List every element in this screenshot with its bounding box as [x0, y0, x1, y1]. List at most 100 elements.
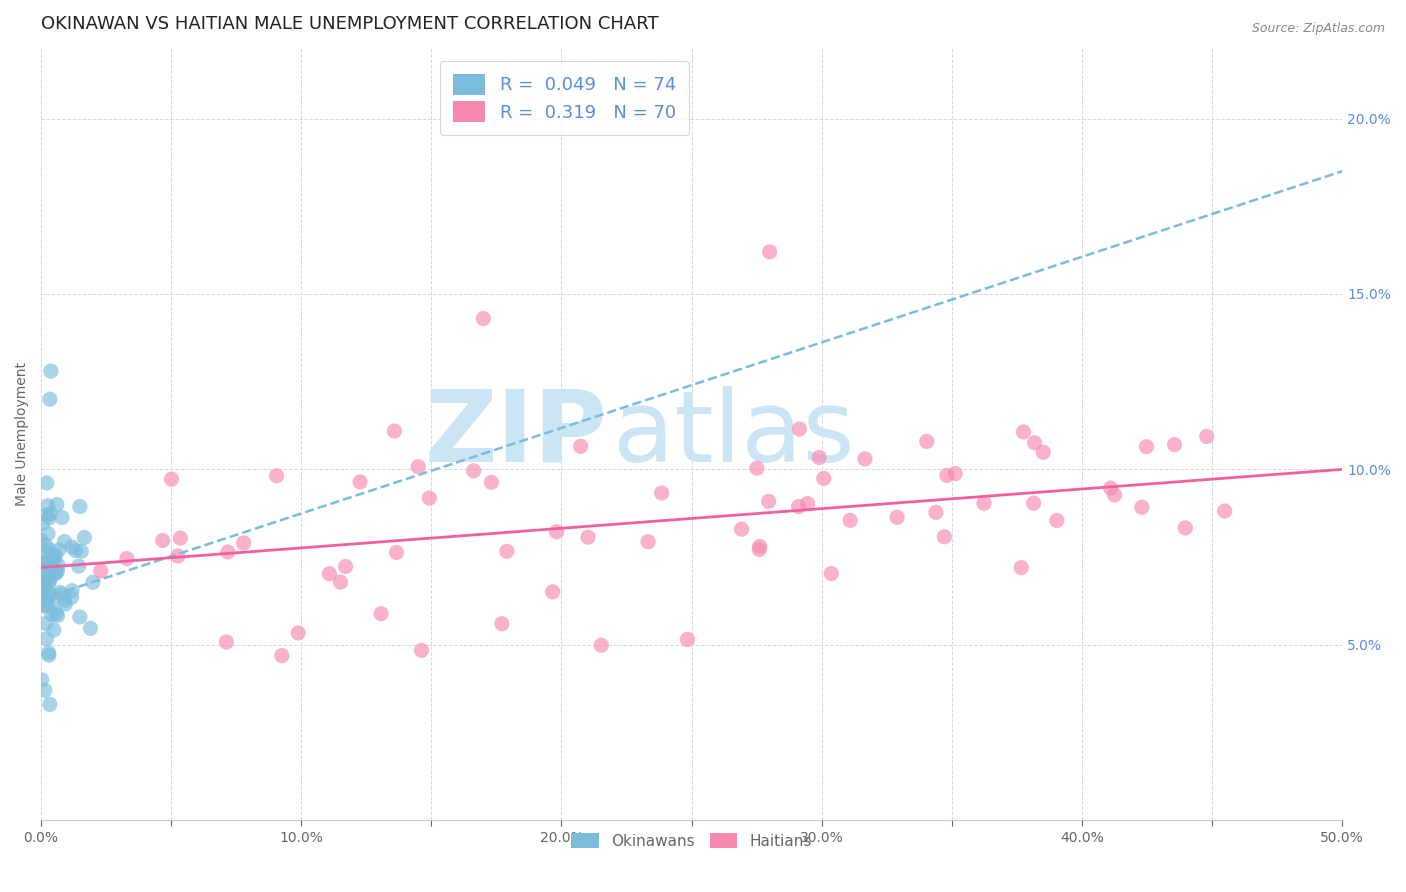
Point [34, 557, 56, 571]
Point [287, 626, 309, 640]
Point [65, 543, 87, 558]
Point [38, 646, 60, 660]
Point [808, 450, 831, 465]
Point [38, 698, 60, 712]
Point [1022, 496, 1045, 510]
Point [45, 566, 67, 580]
Point [38, 574, 60, 589]
Point [591, 638, 613, 652]
Point [495, 544, 517, 558]
Point [758, 494, 780, 508]
Point [32, 579, 55, 593]
Point [1213, 504, 1236, 518]
Point [406, 459, 429, 474]
Point [1195, 429, 1218, 443]
Point [39, 563, 62, 577]
Point [758, 244, 780, 259]
Point [38, 392, 60, 407]
Point [46, 565, 69, 579]
Point [44, 548, 66, 562]
Point [69, 500, 91, 514]
Text: ZIP: ZIP [425, 385, 607, 483]
Point [32, 583, 55, 598]
Text: OKINAWAN VS HAITIAN MALE UNEMPLOYMENT CORRELATION CHART: OKINAWAN VS HAITIAN MALE UNEMPLOYMENT CO… [41, 15, 658, 33]
Point [166, 549, 188, 563]
Point [90, 564, 112, 578]
Point [1135, 440, 1157, 454]
Point [53, 597, 76, 611]
Point [1163, 437, 1185, 451]
Point [35, 508, 58, 522]
Text: Source: ZipAtlas.com: Source: ZipAtlas.com [1251, 22, 1385, 36]
Point [34, 555, 56, 569]
Point [370, 607, 392, 621]
Point [934, 530, 956, 544]
Point [42, 553, 65, 567]
Point [67, 559, 90, 574]
Legend: Okinawans, Haitians: Okinawans, Haitians [565, 827, 818, 855]
Point [1104, 488, 1126, 502]
Point [886, 510, 908, 524]
Point [217, 545, 239, 559]
Point [60, 583, 83, 598]
Point [169, 531, 191, 545]
Point [270, 648, 292, 663]
Point [925, 505, 948, 519]
Point [215, 635, 238, 649]
Point [44, 550, 66, 565]
Point [411, 643, 433, 657]
Point [349, 475, 371, 489]
Point [82, 575, 104, 590]
Point [569, 439, 592, 453]
Point [789, 422, 811, 436]
Point [676, 632, 699, 647]
Point [53, 534, 76, 549]
Point [637, 534, 659, 549]
Point [813, 471, 835, 485]
Point [1099, 481, 1122, 495]
Point [115, 551, 138, 566]
Point [787, 500, 810, 514]
Point [60, 591, 83, 605]
Point [839, 513, 862, 527]
Point [748, 542, 770, 557]
Point [31, 562, 53, 576]
Point [37, 499, 59, 513]
Point [385, 545, 408, 559]
Point [73, 531, 96, 545]
Point [49, 585, 72, 599]
Point [70, 544, 93, 558]
Point [853, 451, 876, 466]
Point [45, 607, 67, 621]
Point [38, 586, 60, 600]
Point [60, 540, 83, 554]
Point [1046, 513, 1069, 527]
Point [1130, 500, 1153, 515]
Point [48, 558, 70, 573]
Point [32, 579, 55, 593]
Point [546, 524, 568, 539]
Point [745, 461, 768, 475]
Point [34, 538, 56, 552]
Point [31, 673, 53, 687]
Point [39, 596, 62, 610]
Point [45, 498, 67, 512]
Point [34, 556, 56, 570]
Point [38, 511, 60, 525]
Point [935, 468, 957, 483]
Point [1010, 560, 1032, 574]
Point [35, 475, 58, 490]
Point [152, 533, 174, 548]
Point [730, 522, 752, 536]
Point [335, 559, 357, 574]
Point [32, 572, 55, 586]
Point [329, 575, 352, 590]
Point [1012, 425, 1035, 439]
Point [69, 610, 91, 624]
Point [31, 580, 53, 594]
Point [35, 632, 58, 646]
Point [38, 542, 60, 557]
Point [748, 540, 770, 554]
Point [48, 542, 70, 557]
Point [31, 574, 53, 589]
